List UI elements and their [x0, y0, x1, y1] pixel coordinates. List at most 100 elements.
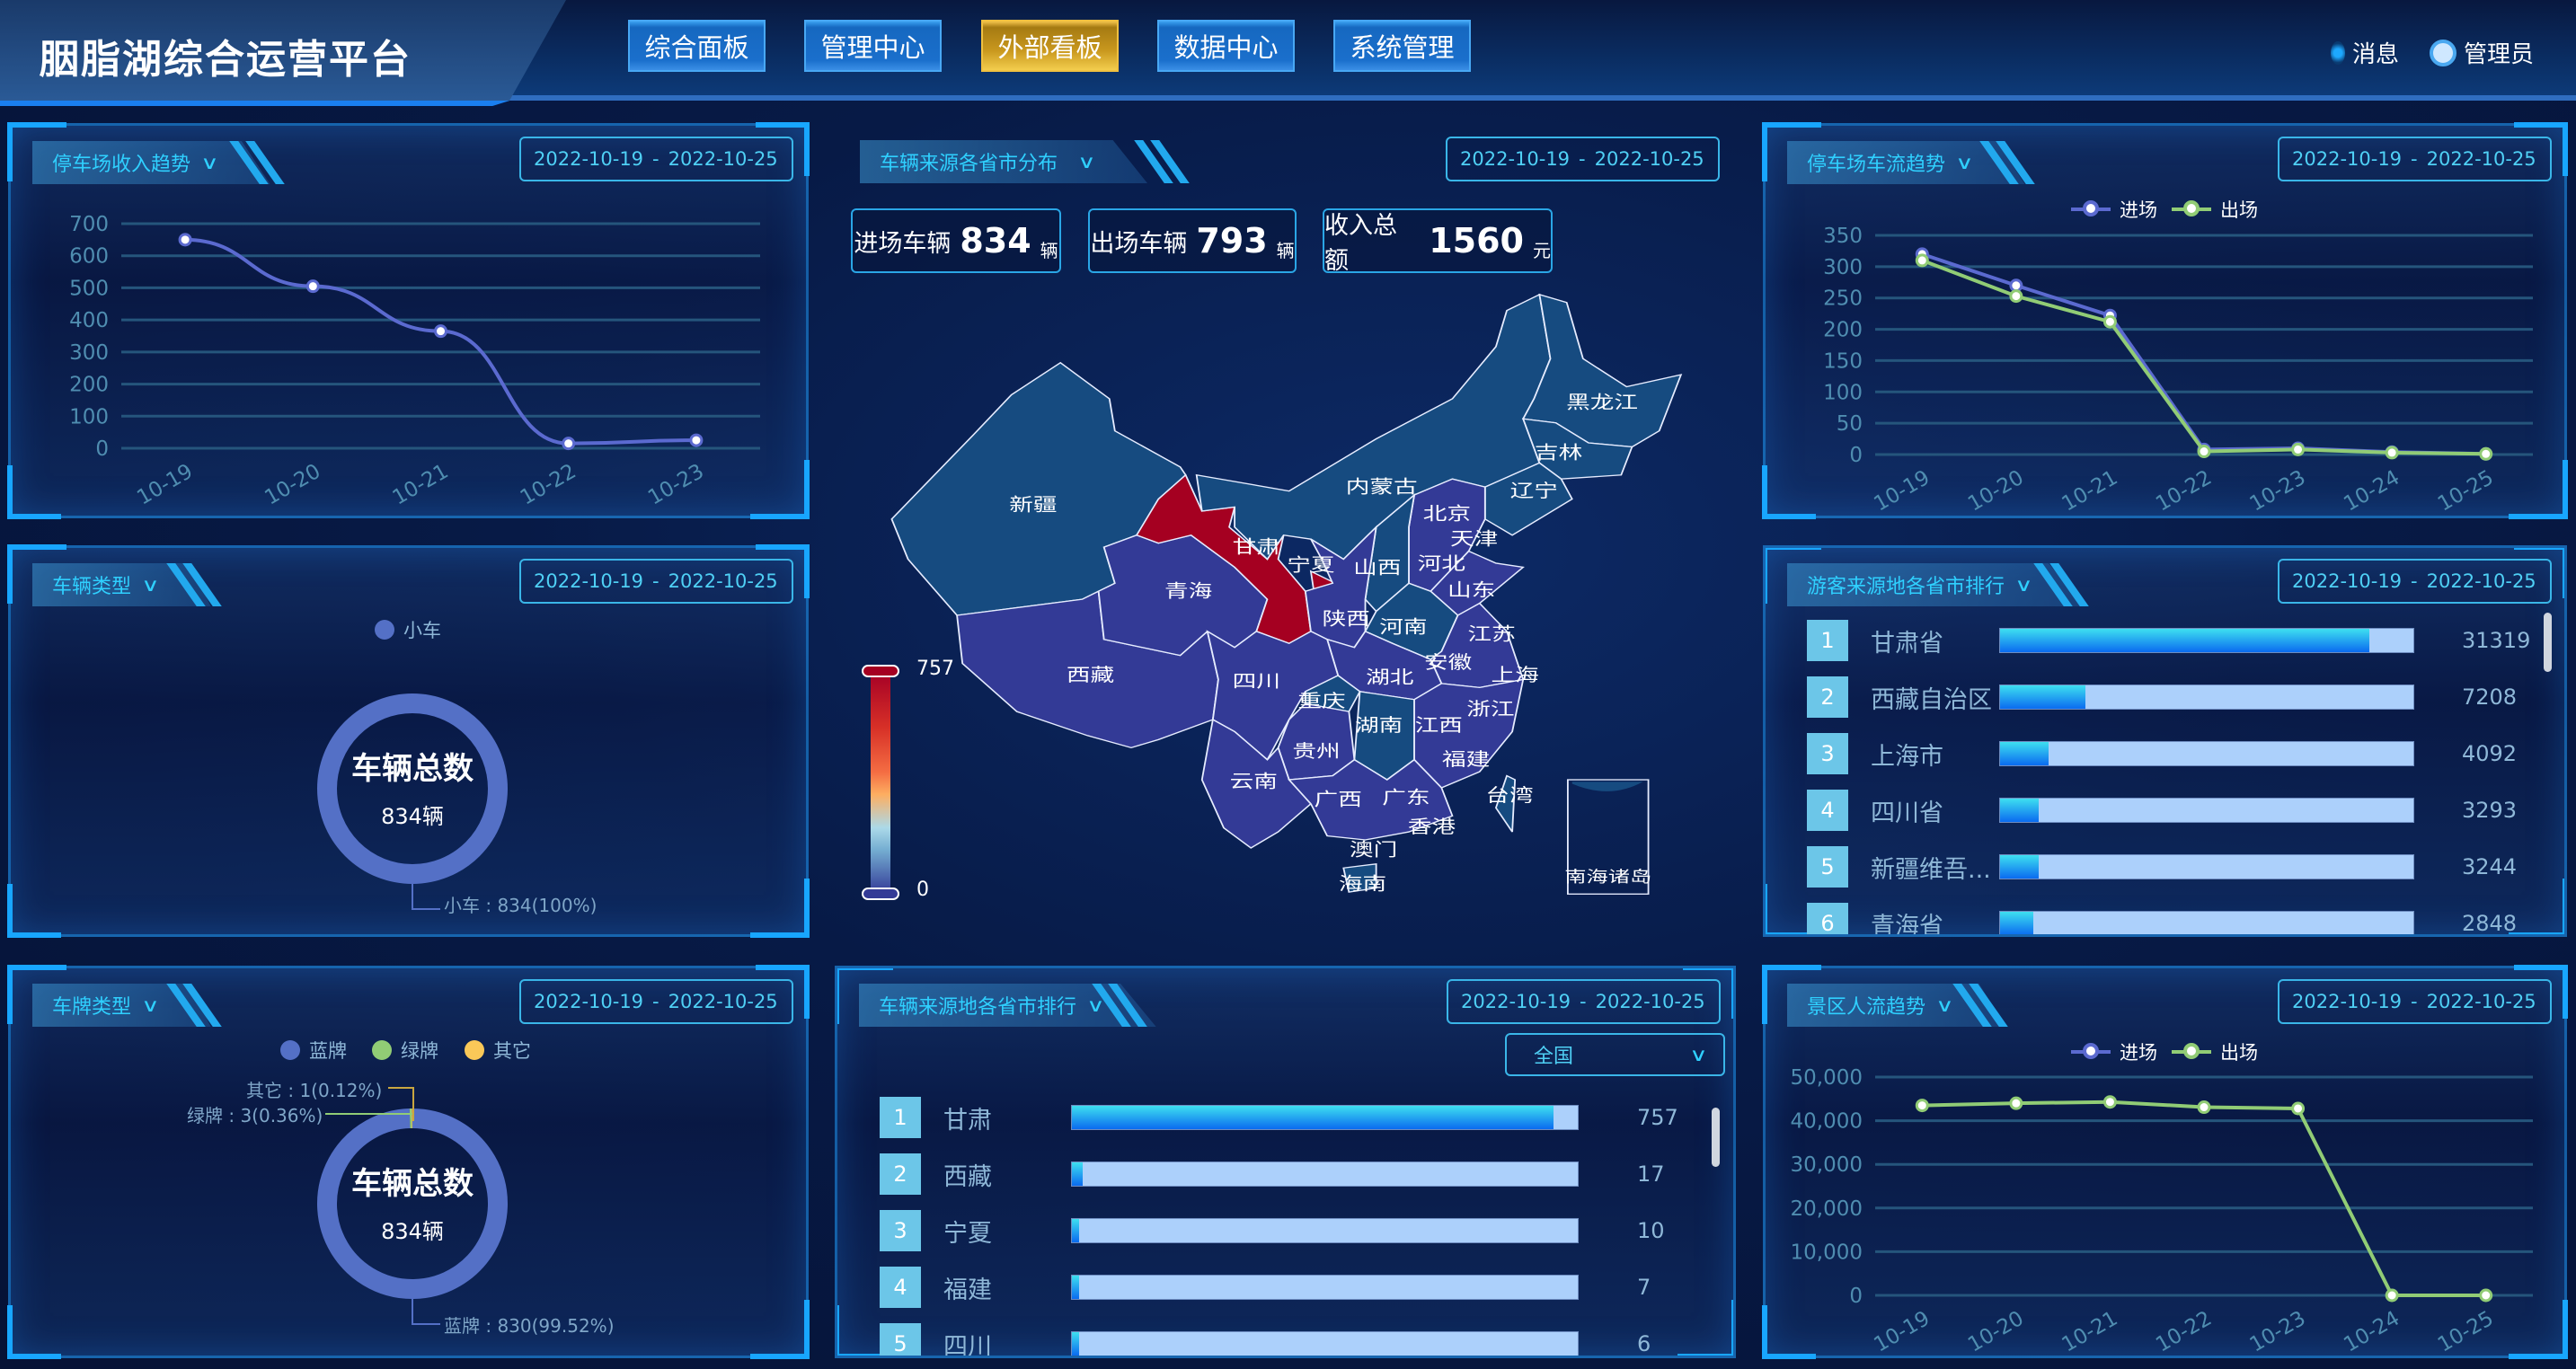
rank-row[interactable]: 4 四川省 3293 [1766, 789, 2564, 832]
rank-badge: 1 [880, 1097, 921, 1138]
rank-row[interactable]: 3 宁夏 10 [837, 1209, 1733, 1252]
data-point[interactable] [2479, 1288, 2493, 1303]
legend-item-exit[interactable]: 出场 [2172, 196, 2258, 223]
date-range-picker[interactable]: 2022-10-19-2022-10-25 [2278, 137, 2552, 181]
visual-map-min-handle[interactable] [862, 888, 899, 900]
date-range-picker[interactable]: 2022-10-19-2022-10-25 [519, 559, 793, 604]
vehicle-type-donut [317, 693, 508, 910]
province-region[interactable] [1288, 758, 1454, 841]
rank-row[interactable]: 5 新疆维吾... 3244 [1766, 845, 2564, 888]
rank-row[interactable]: 1 甘肃省 31319 [1766, 619, 2564, 662]
x-tick-label: 10-22 [2152, 466, 2216, 517]
tourist-rank-title-dropdown[interactable]: 游客来源地各省市排行 ∨ [1787, 563, 2085, 606]
data-point[interactable] [2197, 1100, 2211, 1115]
data-point[interactable] [2385, 1288, 2399, 1303]
data-point[interactable] [562, 437, 576, 451]
nav-data-center[interactable]: 数据中心 [1157, 20, 1295, 72]
list-scrollbar[interactable] [1712, 1108, 1720, 1167]
nav-overview[interactable]: 综合面板 [628, 20, 766, 72]
rank-bar [1999, 911, 2414, 934]
user-menu[interactable]: 管理员 [2430, 36, 2534, 69]
data-point[interactable] [2479, 446, 2493, 461]
data-point[interactable] [2009, 1096, 2023, 1110]
x-tick-label: 10-24 [2340, 1307, 2403, 1357]
data-point[interactable] [2385, 446, 2399, 460]
data-point[interactable] [305, 279, 320, 294]
date-range-picker[interactable]: 2022-10-19-2022-10-25 [2278, 979, 2552, 1024]
income-trend-title-dropdown[interactable]: 停车场收入趋势 ∨ [32, 141, 270, 184]
vehicle-type-title-dropdown[interactable]: 车辆类型 ∨ [32, 563, 211, 606]
x-tick-label: 10-25 [2434, 466, 2498, 517]
messages-button[interactable]: 消息 [2331, 36, 2399, 69]
donut-center-value: 834辆 [381, 1219, 444, 1244]
date-range-picker[interactable]: 2022-10-19-2022-10-25 [1446, 137, 1720, 181]
panel-title: 游客来源地各省市排行 [1807, 576, 2005, 598]
top-header: 胭脂湖综合运营平台 综合面板 管理中心 外部看板 数据中心 系统管理 消息 管理… [0, 0, 2576, 106]
chevron-down-icon: ∨ [1689, 1044, 1708, 1065]
data-point[interactable] [2291, 442, 2306, 456]
legend-item-exit[interactable]: 出场 [2172, 1038, 2258, 1065]
legend-item-small-car[interactable]: 小车 [375, 616, 441, 643]
data-point[interactable] [1915, 1099, 1929, 1113]
pie-slice[interactable] [317, 1108, 508, 1299]
data-point[interactable] [2102, 1095, 2117, 1109]
province-label: 河南 [1379, 616, 1427, 637]
x-tick-label: 10-23 [644, 460, 708, 510]
pie-slice[interactable] [317, 693, 508, 884]
legend-item-entry[interactable]: 进场 [2071, 196, 2157, 223]
rank-row[interactable]: 2 西藏 17 [837, 1153, 1733, 1196]
x-tick-label: 10-21 [389, 460, 453, 510]
legend-item-green[interactable]: 绿牌 [372, 1037, 438, 1064]
nav-system[interactable]: 系统管理 [1333, 20, 1471, 72]
rank-row[interactable]: 5 四川 6 [837, 1322, 1733, 1356]
rank-row[interactable]: 3 上海市 4092 [1766, 732, 2564, 775]
province-label: 西藏 [1067, 665, 1114, 685]
date-range-picker[interactable]: 2022-10-19-2022-10-25 [2278, 559, 2552, 604]
date-sep: - [2411, 570, 2418, 592]
legend-label: 出场 [2220, 199, 2258, 221]
rank-row[interactable]: 2 西藏自治区 7208 [1766, 676, 2564, 719]
legend-dot [375, 620, 394, 640]
rank-row[interactable]: 4 福建 7 [837, 1266, 1733, 1309]
data-point[interactable] [434, 324, 447, 339]
rank-row[interactable]: 1 甘肃 757 [837, 1096, 1733, 1139]
date-range-picker[interactable]: 2022-10-19-2022-10-25 [519, 979, 793, 1024]
stat-unit: 辆 [1040, 239, 1058, 261]
donut-center-title: 车辆总数 [351, 751, 474, 787]
flow-title-dropdown[interactable]: 停车场车流趋势 ∨ [1787, 141, 2025, 184]
province-label: 上海 [1491, 665, 1538, 685]
legend-label: 进场 [2120, 199, 2157, 221]
date-range-picker[interactable]: 2022-10-19-2022-10-25 [1447, 979, 1721, 1024]
province-region[interactable] [1494, 774, 1517, 833]
rank-value: 3293 [2462, 798, 2518, 823]
date-range-picker[interactable]: 2022-10-19-2022-10-25 [519, 137, 793, 181]
data-point[interactable] [2197, 445, 2211, 459]
data-point[interactable] [2102, 314, 2117, 329]
province-label: 陕西 [1323, 608, 1370, 629]
nav-management[interactable]: 管理中心 [804, 20, 942, 72]
data-point[interactable] [2291, 1101, 2306, 1116]
region-select[interactable]: 全国 ∨ [1505, 1033, 1725, 1076]
list-scrollbar[interactable] [2544, 613, 2552, 672]
rank-row[interactable]: 6 青海省 2848 [1766, 902, 2564, 934]
data-point[interactable] [1915, 253, 1929, 268]
visual-map-max-handle[interactable] [862, 665, 899, 677]
y-tick-label: 200 [1823, 319, 1863, 342]
legend-item-blue[interactable]: 蓝牌 [280, 1037, 347, 1064]
nav-external-board[interactable]: 外部看板 [981, 20, 1119, 72]
data-point[interactable] [2009, 278, 2023, 293]
date-start: 2022-10-19 [534, 570, 644, 592]
data-point[interactable] [2009, 289, 2023, 304]
data-point[interactable] [689, 433, 704, 447]
rank-name: 福建 [943, 1276, 992, 1304]
stat-total-income: 收入总额 1560 元 [1323, 208, 1553, 275]
legend-item-entry[interactable]: 进场 [2071, 1038, 2157, 1065]
visual-map-slider[interactable] [860, 665, 900, 900]
date-start: 2022-10-19 [1460, 148, 1571, 170]
province-region[interactable] [1342, 862, 1377, 893]
map-title-dropdown[interactable]: 车辆来源各省市分布 ∨ [860, 140, 1147, 183]
data-point[interactable] [178, 233, 192, 247]
legend-item-other[interactable]: 其它 [465, 1037, 531, 1064]
rank-bar-fill [2000, 799, 2040, 822]
